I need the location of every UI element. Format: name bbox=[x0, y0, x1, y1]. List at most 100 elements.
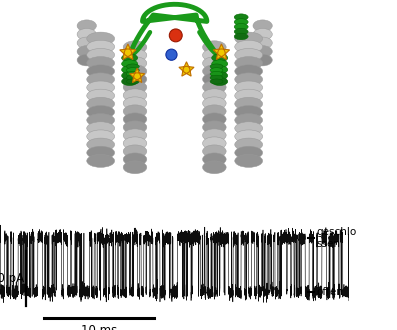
Ellipse shape bbox=[87, 56, 115, 70]
Polygon shape bbox=[129, 68, 145, 82]
Ellipse shape bbox=[87, 49, 115, 61]
Ellipse shape bbox=[123, 129, 147, 142]
Text: geschlo
ssen: geschlo ssen bbox=[316, 227, 357, 248]
Text: offen: offen bbox=[316, 287, 343, 297]
Ellipse shape bbox=[121, 78, 138, 85]
Ellipse shape bbox=[202, 49, 226, 62]
Ellipse shape bbox=[87, 122, 115, 135]
Ellipse shape bbox=[87, 154, 115, 167]
Ellipse shape bbox=[253, 46, 272, 57]
Ellipse shape bbox=[123, 41, 147, 53]
Ellipse shape bbox=[202, 97, 226, 110]
Text: 20 pA: 20 pA bbox=[0, 272, 25, 285]
Ellipse shape bbox=[210, 72, 223, 77]
Ellipse shape bbox=[234, 19, 248, 25]
Ellipse shape bbox=[121, 54, 138, 62]
Ellipse shape bbox=[202, 105, 226, 117]
Ellipse shape bbox=[212, 54, 228, 62]
Ellipse shape bbox=[235, 146, 263, 159]
Ellipse shape bbox=[87, 65, 115, 78]
Ellipse shape bbox=[202, 113, 226, 126]
Ellipse shape bbox=[77, 20, 96, 32]
Ellipse shape bbox=[87, 40, 115, 53]
Ellipse shape bbox=[121, 72, 138, 80]
Ellipse shape bbox=[202, 81, 226, 94]
Ellipse shape bbox=[126, 75, 139, 80]
Ellipse shape bbox=[210, 79, 223, 84]
Ellipse shape bbox=[77, 46, 96, 57]
Ellipse shape bbox=[123, 121, 147, 134]
Ellipse shape bbox=[235, 49, 263, 61]
Ellipse shape bbox=[123, 153, 147, 166]
Ellipse shape bbox=[235, 40, 263, 53]
Ellipse shape bbox=[235, 32, 263, 45]
Ellipse shape bbox=[235, 106, 263, 118]
Ellipse shape bbox=[210, 68, 223, 73]
Ellipse shape bbox=[235, 65, 263, 78]
Ellipse shape bbox=[123, 73, 147, 85]
Ellipse shape bbox=[123, 113, 147, 126]
Ellipse shape bbox=[121, 66, 138, 74]
Circle shape bbox=[166, 49, 177, 60]
Ellipse shape bbox=[235, 114, 263, 127]
Ellipse shape bbox=[87, 130, 115, 143]
Ellipse shape bbox=[202, 65, 226, 78]
Ellipse shape bbox=[202, 89, 226, 102]
Ellipse shape bbox=[123, 97, 147, 110]
Ellipse shape bbox=[121, 60, 138, 68]
Ellipse shape bbox=[126, 72, 139, 77]
Ellipse shape bbox=[212, 66, 228, 74]
Polygon shape bbox=[213, 44, 229, 59]
Polygon shape bbox=[120, 44, 136, 59]
Ellipse shape bbox=[126, 68, 139, 73]
Ellipse shape bbox=[87, 32, 115, 45]
Ellipse shape bbox=[202, 57, 226, 70]
Ellipse shape bbox=[253, 54, 272, 66]
Ellipse shape bbox=[210, 75, 223, 80]
Ellipse shape bbox=[253, 37, 272, 49]
Ellipse shape bbox=[202, 153, 226, 166]
Ellipse shape bbox=[212, 60, 228, 68]
Text: 10 ms: 10 ms bbox=[81, 324, 118, 330]
Ellipse shape bbox=[77, 54, 96, 66]
Ellipse shape bbox=[87, 114, 115, 127]
Ellipse shape bbox=[123, 105, 147, 117]
Ellipse shape bbox=[253, 20, 272, 32]
Ellipse shape bbox=[126, 64, 139, 69]
Ellipse shape bbox=[235, 154, 263, 167]
Ellipse shape bbox=[202, 41, 226, 53]
Ellipse shape bbox=[87, 106, 115, 118]
Ellipse shape bbox=[123, 161, 147, 174]
Ellipse shape bbox=[123, 65, 147, 78]
Ellipse shape bbox=[235, 130, 263, 143]
Ellipse shape bbox=[202, 145, 226, 158]
Ellipse shape bbox=[235, 81, 263, 94]
Ellipse shape bbox=[123, 89, 147, 102]
Ellipse shape bbox=[87, 138, 115, 151]
Ellipse shape bbox=[77, 37, 96, 49]
Ellipse shape bbox=[77, 28, 96, 40]
Ellipse shape bbox=[87, 146, 115, 159]
Ellipse shape bbox=[235, 89, 263, 102]
Ellipse shape bbox=[210, 64, 223, 69]
Ellipse shape bbox=[234, 28, 248, 35]
Ellipse shape bbox=[87, 73, 115, 86]
Ellipse shape bbox=[234, 23, 248, 30]
Ellipse shape bbox=[87, 89, 115, 102]
Ellipse shape bbox=[123, 81, 147, 94]
Ellipse shape bbox=[87, 81, 115, 94]
Polygon shape bbox=[179, 62, 194, 76]
Ellipse shape bbox=[87, 97, 115, 110]
Ellipse shape bbox=[235, 122, 263, 135]
Ellipse shape bbox=[235, 97, 263, 110]
Ellipse shape bbox=[202, 129, 226, 142]
Ellipse shape bbox=[234, 33, 248, 40]
Ellipse shape bbox=[202, 161, 226, 174]
Ellipse shape bbox=[123, 137, 147, 150]
Ellipse shape bbox=[202, 121, 226, 134]
Ellipse shape bbox=[235, 56, 263, 70]
Ellipse shape bbox=[235, 138, 263, 151]
Circle shape bbox=[169, 29, 182, 42]
Ellipse shape bbox=[212, 78, 228, 85]
Ellipse shape bbox=[212, 72, 228, 80]
